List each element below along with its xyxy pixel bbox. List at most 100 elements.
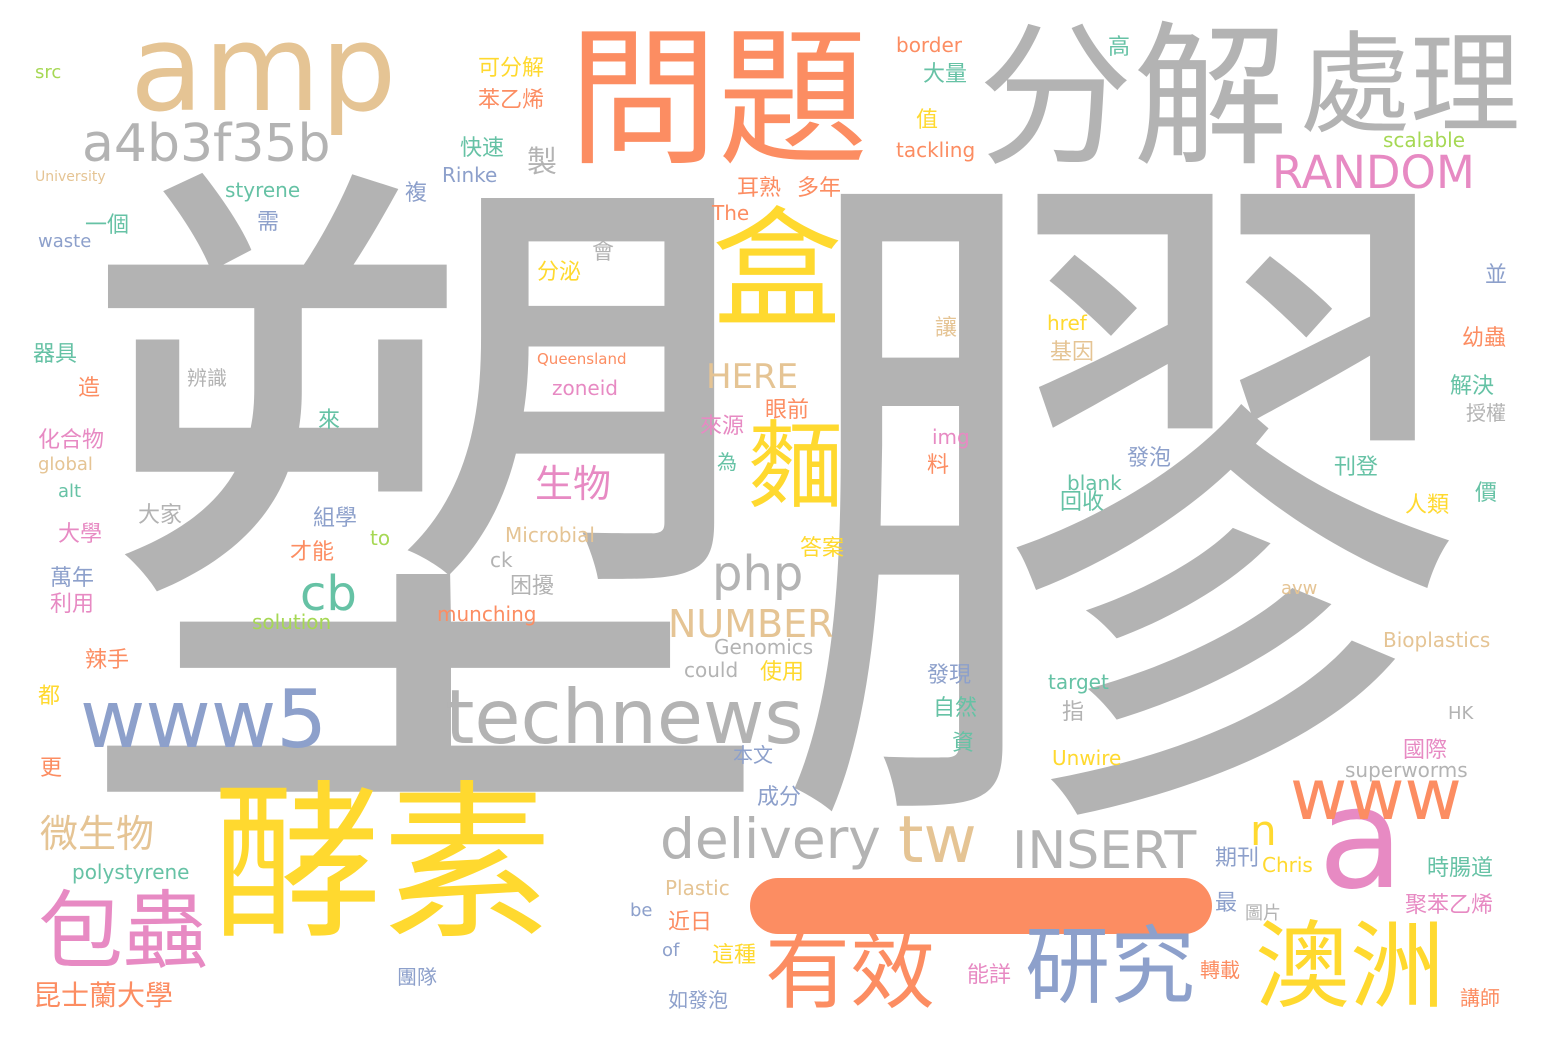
cloud-word: blank	[1067, 471, 1122, 495]
cloud-word: www5	[80, 673, 328, 766]
cloud-word: 使用	[760, 660, 805, 685]
cloud-word: 來源	[700, 414, 745, 439]
cloud-word: global	[38, 454, 93, 475]
cloud-word: 並	[1485, 263, 1508, 288]
cloud-word: 最	[1215, 891, 1238, 916]
cloud-word: 高	[1108, 35, 1131, 60]
cloud-word: 為	[717, 450, 737, 474]
cloud-word: 轉載	[1200, 958, 1240, 982]
cloud-word: NUMBER	[668, 602, 834, 646]
cloud-word: polystyrene	[72, 860, 190, 884]
cloud-word: munching	[437, 602, 537, 626]
cloud-word: 多年	[797, 176, 842, 201]
cloud-word: 微生物	[40, 812, 155, 856]
cloud-word: 來	[318, 408, 341, 433]
cloud-word: 苯乙烯	[478, 88, 545, 113]
cloud-word: 近日	[668, 910, 713, 935]
cloud-word: Rinke	[442, 163, 498, 187]
dash-mark	[750, 878, 1212, 934]
cloud-word: 昆士蘭大學	[33, 979, 174, 1012]
cloud-word: 發現	[927, 663, 972, 688]
cloud-word: 酵素	[212, 766, 553, 964]
cloud-word: 大學	[58, 522, 103, 547]
cloud-word: 能詳	[967, 963, 1012, 988]
cloud-word: 成分	[757, 785, 802, 810]
cloud-word: php	[712, 546, 804, 602]
cloud-word: 基因	[1050, 340, 1095, 365]
cloud-word: technews	[445, 673, 804, 761]
cloud-word: 研究	[1025, 918, 1196, 1017]
cloud-word: HERE	[706, 357, 799, 397]
cloud-word: 值	[916, 108, 939, 133]
cloud-word: 發泡	[1127, 446, 1172, 471]
cloud-word: RANDOM	[1272, 146, 1475, 199]
cloud-word: 耳熟	[737, 176, 782, 201]
cloud-word: styrene	[225, 178, 301, 202]
cloud-word: 問題	[568, 13, 869, 187]
cloud-word: www	[1290, 754, 1462, 836]
cloud-word: to	[370, 526, 391, 550]
cloud-word: 快速	[460, 136, 505, 161]
cloud-word: 利用	[50, 592, 95, 617]
cloud-word: 料	[927, 453, 950, 478]
cloud-word: INSERT	[1012, 821, 1197, 881]
cloud-word: 辣手	[85, 648, 130, 673]
cloud-word: 自然	[933, 696, 978, 721]
cloud-word: Genomics	[714, 635, 814, 659]
cloud-word: avw	[1281, 578, 1318, 599]
cloud-word: 萬年	[50, 566, 95, 591]
cloud-word: 複	[405, 181, 428, 206]
cloud-word: amp	[130, 0, 397, 139]
cloud-word: 答案	[800, 536, 845, 561]
cloud-word: 指	[1062, 700, 1085, 725]
cloud-word: Microbial	[505, 523, 595, 547]
cloud-word: 這種	[712, 943, 757, 968]
cloud-word: Chris	[1262, 853, 1313, 877]
cloud-word: could	[684, 658, 739, 682]
cloud-word: 生物	[535, 462, 612, 506]
cloud-word: 辨識	[187, 366, 227, 390]
cloud-word: delivery	[660, 807, 881, 871]
cloud-word: The	[712, 201, 750, 225]
cloud-word: 分解	[978, 7, 1288, 188]
cloud-word: 大家	[138, 503, 183, 528]
cloud-word: 塑膠	[75, 107, 1475, 922]
cloud-word: Bioplastics	[1383, 628, 1491, 652]
cloud-word: 價	[1475, 481, 1498, 506]
cloud-word: cb	[300, 566, 357, 622]
cloud-word: tw	[898, 803, 977, 878]
cloud-word: 時腸道	[1427, 856, 1494, 881]
cloud-word: Plastic	[665, 876, 730, 900]
cloud-word: src	[35, 62, 62, 83]
cloud-word: 圖片	[1245, 903, 1281, 924]
cloud-word: 本文	[733, 743, 773, 767]
cloud-word: ck	[490, 548, 513, 572]
cloud-word: Queensland	[537, 350, 627, 368]
cloud-word: University	[35, 169, 106, 185]
cloud-word: 有效	[765, 923, 936, 1022]
cloud-word: 講師	[1460, 986, 1500, 1010]
cloud-word: scalable	[1383, 128, 1466, 152]
cloud-word: 都	[38, 684, 61, 709]
cloud-word: 如發泡	[668, 988, 728, 1012]
cloud-word: 期刊	[1215, 846, 1260, 871]
cloud-word: be	[630, 900, 653, 921]
cloud-word: a	[1318, 758, 1404, 921]
cloud-word: 回收	[1060, 490, 1105, 515]
cloud-word: border	[896, 33, 963, 57]
cloud-word: 國際	[1403, 738, 1448, 763]
cloud-word: 會	[592, 240, 615, 265]
cloud-word: zoneid	[552, 376, 618, 400]
cloud-word: 盒	[712, 194, 843, 346]
cloud-word: 包蟲	[38, 883, 209, 982]
cloud-word: 製	[527, 145, 557, 180]
cloud-word: 解決	[1450, 374, 1495, 399]
cloud-word: 麵	[748, 412, 844, 522]
cloud-word: 一個	[85, 213, 130, 238]
cloud-word: 幼蟲	[1462, 326, 1507, 351]
cloud-word: Unwire	[1052, 746, 1122, 770]
cloud-word: a4b3f35b	[82, 114, 331, 174]
cloud-word: n	[1250, 806, 1277, 855]
cloud-word: 人類	[1405, 493, 1450, 518]
